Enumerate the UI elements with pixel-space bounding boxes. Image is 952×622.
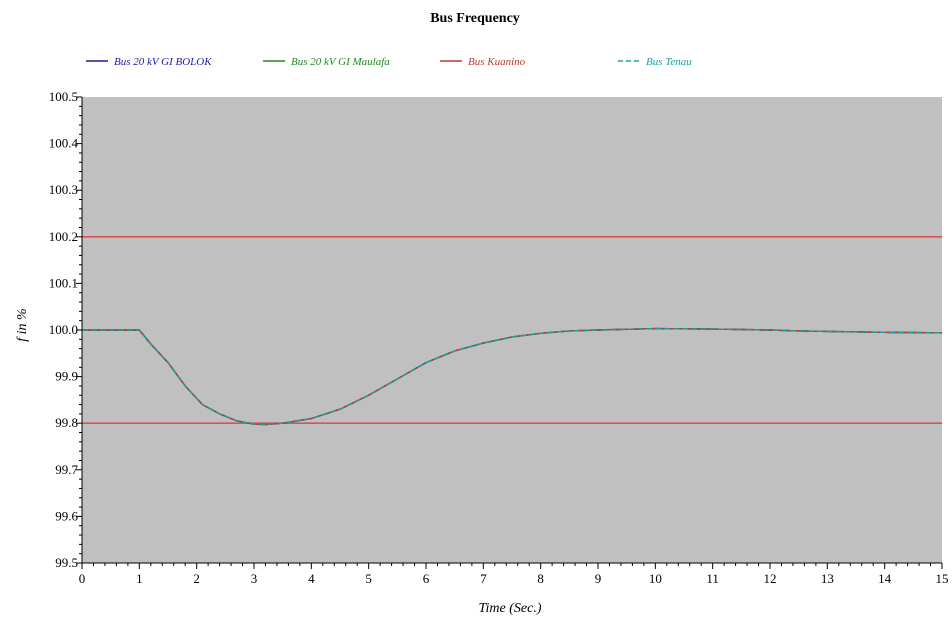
y-tick-label: 100.5: [49, 89, 78, 104]
x-tick-label: 2: [193, 571, 200, 586]
x-tick-label: 13: [821, 571, 834, 586]
y-tick-label: 99.6: [55, 508, 78, 523]
x-tick-label: 12: [764, 571, 777, 586]
x-tick-label: 5: [365, 571, 372, 586]
y-tick-label: 99.9: [55, 369, 78, 384]
x-axis-label: Time (Sec.): [479, 601, 542, 616]
x-tick-label: 15: [936, 571, 949, 586]
legend-label-0: Bus 20 kV GI BOLOK: [114, 56, 212, 68]
y-tick-label: 100.1: [49, 275, 78, 290]
y-tick-label: 100.2: [49, 229, 78, 244]
reference-lines: [82, 236, 942, 425]
x-tick-label: 7: [480, 571, 487, 586]
x-tick-label: 3: [251, 571, 258, 586]
y-tick-label: 99.5: [55, 555, 78, 570]
x-tick-label: 8: [537, 571, 544, 586]
legend-label-1: Bus 20 kV GI Maulafa: [291, 56, 390, 68]
y-tick-label: 100.4: [49, 136, 79, 151]
legend: Bus 20 kV GI BOLOK Bus 20 kV GI Maulafa Bu…: [86, 56, 692, 68]
legend-label-2: Bus Kuanino: [468, 56, 526, 68]
x-tick-label: 10: [649, 571, 662, 586]
y-tick-label: 99.7: [55, 462, 78, 477]
series-line-3: [82, 327, 943, 426]
x-tick-label: 9: [595, 571, 602, 586]
y-tick-label: 100.0: [49, 322, 78, 337]
series-lines: [82, 327, 943, 426]
legend-label-3: Bus Tenau: [646, 56, 692, 68]
plot-area: [82, 97, 942, 563]
x-tick-label: 6: [423, 571, 430, 586]
x-tick-label: 0: [79, 571, 86, 586]
y-tick-label: 99.8: [55, 415, 78, 430]
x-tick-label: 4: [308, 571, 315, 586]
x-axis-ticks: 0 1 2 3 4 5 6 7 8 9 10 11 12 13 14 15: [79, 563, 949, 586]
x-tick-label: 1: [136, 571, 143, 586]
y-axis-label: f in %: [15, 308, 30, 341]
x-tick-label: 11: [706, 571, 719, 586]
y-tick-label: 100.3: [49, 182, 78, 197]
y-axis-ticks: 99.5 99.6 99.7 99.8 99.9 100.0 100.1 100.2 100.3…: [49, 89, 82, 570]
chart-title: Bus Frequency: [430, 11, 520, 26]
x-tick-label: 14: [878, 571, 892, 586]
